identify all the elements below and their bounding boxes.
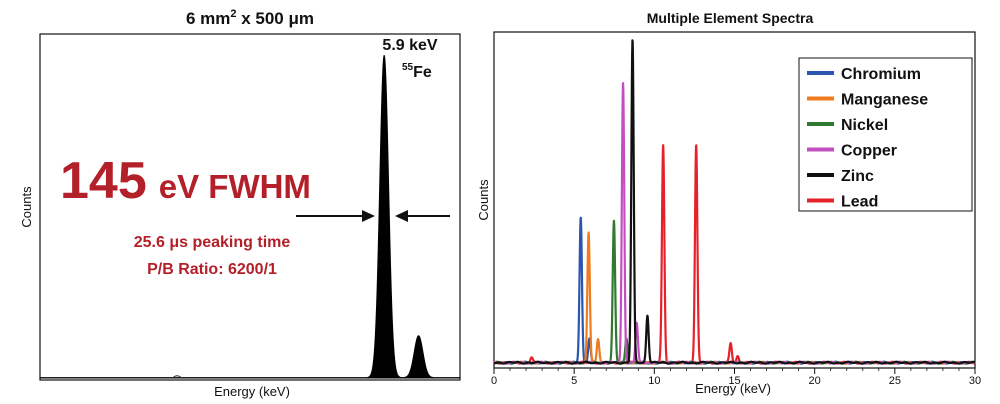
pb-ratio-label: P/B Ratio: 6200/1 bbox=[147, 261, 277, 278]
right-chart-title: Multiple Element Spectra bbox=[647, 10, 814, 26]
fwhm-arrow-left bbox=[296, 210, 375, 222]
fwhm-unit: eV FWHM bbox=[159, 168, 311, 205]
x-tick-label: 0 bbox=[491, 375, 497, 387]
isotope-label: 55Fe bbox=[402, 62, 432, 81]
x-tick-label: 25 bbox=[889, 375, 901, 387]
left-panel: 6 mm2 x 500 μm Counts Energy (keV) 5.9 k… bbox=[19, 8, 461, 399]
x-tick-label: 5 bbox=[571, 375, 577, 387]
left-y-axis-label: Counts bbox=[19, 186, 34, 228]
left-title-rest: x 500 bbox=[237, 9, 289, 28]
legend-label-nickel: Nickel bbox=[841, 117, 888, 134]
legend-label-chromium: Chromium bbox=[841, 66, 921, 83]
right-x-ticks: 0 5 10 15 20 25 30 bbox=[491, 368, 981, 387]
series-line-nickel bbox=[493, 219, 976, 365]
series-line-chromium bbox=[493, 216, 976, 365]
series-line-manganese bbox=[493, 231, 976, 365]
peaking-time-label: 25.6 μs peaking time bbox=[134, 234, 291, 251]
left-plot-frame bbox=[39, 33, 461, 381]
isotope-mass-number: 55 bbox=[402, 62, 414, 73]
x-tick-label: 15 bbox=[728, 375, 740, 387]
left-title-sup: 2 bbox=[230, 8, 236, 20]
series-line-zinc bbox=[493, 39, 976, 365]
fwhm-arrow-right bbox=[395, 210, 450, 222]
left-escape-bump bbox=[172, 375, 182, 378]
fwhm-value: 145 eV FWHM bbox=[60, 152, 311, 210]
x-tick-label: 20 bbox=[809, 375, 821, 387]
left-title-main: 6 mm bbox=[186, 9, 230, 28]
legend-items: Chromium Manganese Nickel Copper Zinc Lead bbox=[807, 66, 928, 211]
left-title-unit: μm bbox=[289, 9, 315, 28]
left-x-axis-label: Energy (keV) bbox=[214, 384, 290, 399]
right-x-axis-label: Energy (keV) bbox=[695, 381, 771, 396]
legend-label-copper: Copper bbox=[841, 143, 897, 160]
right-y-axis-label: Counts bbox=[476, 179, 491, 221]
peak-energy-label: 5.9 keV bbox=[382, 37, 437, 54]
left-series-group bbox=[39, 54, 461, 379]
x-tick-label: 30 bbox=[969, 375, 981, 387]
isotope-symbol: Fe bbox=[413, 64, 432, 81]
right-series-group bbox=[493, 39, 976, 365]
left-spectrum-series-0 bbox=[39, 54, 461, 379]
legend-label-zinc: Zinc bbox=[841, 168, 874, 185]
legend-label-manganese: Manganese bbox=[841, 92, 928, 109]
legend: Chromium Manganese Nickel Copper Zinc Lead bbox=[798, 57, 973, 212]
legend-box bbox=[798, 57, 973, 212]
fwhm-number: 145 bbox=[60, 152, 147, 210]
legend-label-lead: Lead bbox=[841, 194, 878, 211]
left-chart-title: 6 mm2 x 500 μm bbox=[186, 8, 314, 28]
x-tick-label: 10 bbox=[648, 375, 660, 387]
right-panel: Multiple Element Spectra Counts Energy (… bbox=[476, 10, 981, 396]
